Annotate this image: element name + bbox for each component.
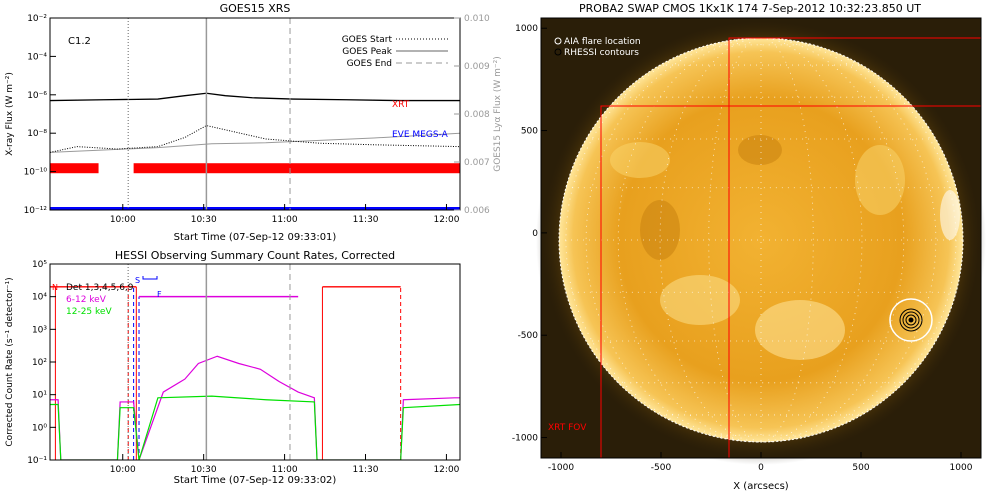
sun-grid — [559, 37, 963, 443]
goes-ytick-label: 10⁻⁴ — [27, 52, 47, 62]
goes-ytick-label: 10⁻⁸ — [27, 129, 47, 139]
aia-flare-circle — [889, 298, 933, 342]
hessi-yticks: 10⁵ 10⁴ 10³ 10² 10¹ 10⁰ 10⁻¹ — [27, 260, 56, 466]
goes-y2label: GOES15 Lyα Flux (W m⁻²) — [493, 56, 503, 172]
swap-ytick-label: -1000 — [512, 434, 538, 444]
goes-ylabel: X-ray Flux (W m⁻²) — [5, 72, 15, 156]
hessi-xtick-label: 11:30 — [353, 465, 379, 475]
hessi-title: HESSI Observing Summary Count Rates, Cor… — [115, 249, 395, 262]
goes-ytick-label: 10⁻¹² — [24, 206, 48, 216]
hessi-ylabel: Corrected Count Rate (s⁻¹ detector⁻¹) — [5, 277, 15, 446]
legend-12-25kev: 12-25 keV — [66, 307, 112, 317]
eve-label: EVE MEGS-A — [392, 130, 449, 140]
hessi-xticks: 10:00 10:30 11:00 11:30 12:00 — [110, 454, 460, 475]
swap-yticks: 1000 500 0 -500 -1000 — [512, 24, 547, 444]
goes-xtick-label: 12:00 — [433, 215, 459, 225]
saa-bracket — [142, 276, 158, 280]
sun-disk — [559, 38, 963, 442]
hessi-ytick-label: 10⁴ — [32, 293, 47, 303]
swap-xtick-label: 1000 — [950, 463, 973, 473]
goes-xtick-label: 11:00 — [272, 215, 298, 225]
goes-legend: GOES Start GOES Peak GOES End — [342, 35, 448, 69]
series-long-channel — [50, 92, 460, 102]
goes-xtick-label: 10:30 — [191, 215, 217, 225]
xrt-coverage-bar — [50, 163, 99, 174]
goes-ytick-label: 10⁻⁶ — [27, 91, 47, 101]
longitude-line — [565, 37, 762, 443]
swap-ytick-label: -500 — [518, 331, 539, 341]
hessi-series — [50, 264, 460, 460]
xrt-label: XRT — [392, 100, 410, 110]
goes-xtick-label: 11:30 — [353, 215, 379, 225]
hessi-xtick-label: 11:00 — [272, 465, 298, 475]
series-12-25kev — [50, 395, 460, 460]
goes-series — [50, 18, 460, 210]
goes-xticks: 10:00 10:30 11:00 11:30 12:00 — [110, 204, 460, 225]
hessi-xtick-label: 12:00 — [433, 465, 459, 475]
goes-y2tick-label: 0.007 — [464, 158, 490, 168]
legend-goes-end: GOES End — [347, 59, 392, 69]
hessi-ytick-label: 10⁻¹ — [27, 456, 47, 466]
legend-rhessi-marker — [554, 48, 562, 56]
goes-class-label: C1.2 — [68, 36, 91, 47]
marker-f: F — [157, 290, 162, 299]
swap-ytick-label: 500 — [521, 127, 538, 137]
marker-n: N — [52, 283, 58, 292]
longitude-line — [760, 37, 863, 443]
hessi-ytick-label: 10⁰ — [32, 423, 47, 433]
legend-rhessi: RHESSI contours — [564, 48, 639, 58]
hessi-ytick-label: 10³ — [32, 325, 47, 335]
goes-plot-frame — [49, 17, 461, 211]
sun-limb — [558, 37, 964, 443]
legend-aia: AIA flare location — [564, 37, 641, 47]
hessi-xlabel: Start Time (07-Sep-12 09:33:02) — [174, 475, 337, 486]
rhessi-contours — [899, 308, 923, 332]
goes-y2tick-label: 0.008 — [464, 110, 490, 120]
goes-xlabel: Start Time (07-Sep-12 09:33:01) — [174, 232, 337, 243]
longitude-line — [760, 37, 957, 443]
series-6-12kev — [50, 355, 460, 460]
swap-xtick-label: 0 — [758, 463, 764, 473]
legend-aia-marker — [554, 37, 562, 45]
hessi-legend: Det 1,3,4,5,6,9 6-12 keV 12-25 keV — [66, 283, 134, 317]
goes-y2ticks: 0.010 0.009 0.008 0.007 0.006 — [454, 14, 490, 216]
marker-s: S — [135, 276, 140, 285]
swap-title: PROBA2 SWAP CMOS 1Kx1K 174 7-Sep-2012 10… — [579, 2, 921, 15]
goes-panel: GOES15 XRS 10⁻² 10⁻⁴ 10⁻⁶ 10⁻⁸ 10⁻¹⁰ 10⁻¹² 0.… — [5, 2, 503, 243]
swap-xticks: -1000 -500 0 500 1000 — [548, 452, 973, 473]
xrt-coverage-bar — [133, 163, 460, 174]
hessi-panel: HESSI Observing Summary Count Rates, Cor… — [5, 249, 461, 486]
legend-goes-start: GOES Start — [342, 35, 393, 45]
swap-ytick-label: 0 — [532, 229, 538, 239]
goes-y2tick-label: 0.009 — [464, 62, 490, 72]
series-lya — [50, 132, 460, 153]
xrt-fov-label: XRT FOV — [548, 423, 587, 433]
swap-xtick-label: -1000 — [548, 463, 574, 473]
goes-ytick-label: 10⁻¹⁰ — [24, 168, 48, 178]
swap-ytick-label: 1000 — [515, 24, 538, 34]
goes-xtick-label: 10:00 — [110, 215, 136, 225]
goes-y2tick-label: 0.010 — [464, 14, 490, 24]
goes-title: GOES15 XRS — [220, 2, 291, 15]
goes-yticks: 10⁻² 10⁻⁴ 10⁻⁶ 10⁻⁸ 10⁻¹⁰ 10⁻¹² — [24, 14, 56, 216]
hessi-ytick-label: 10¹ — [32, 391, 47, 401]
hessi-xtick-label: 10:00 — [110, 465, 136, 475]
legend-detectors: Det 1,3,4,5,6,9 — [66, 283, 134, 293]
legend-6-12kev: 6-12 keV — [66, 295, 107, 305]
swap-xlabel: X (arcsecs) — [733, 481, 789, 492]
swap-legend: AIA flare location RHESSI contours — [554, 37, 641, 58]
swap-xtick-label: 500 — [852, 463, 869, 473]
hessi-plot-frame — [49, 263, 461, 461]
goes-ytick-label: 10⁻² — [27, 14, 47, 24]
legend-goes-peak: GOES Peak — [342, 47, 392, 57]
hessi-xtick-label: 10:30 — [191, 465, 217, 475]
longitude-line — [659, 37, 762, 443]
swap-panel: PROBA2 SWAP CMOS 1Kx1K 174 7-Sep-2012 10… — [512, 2, 986, 492]
swap-xtick-label: -500 — [651, 463, 672, 473]
hessi-ytick-label: 10⁵ — [32, 260, 47, 270]
goes-y2tick-label: 0.006 — [464, 206, 490, 216]
hessi-ytick-label: 10² — [32, 358, 47, 368]
